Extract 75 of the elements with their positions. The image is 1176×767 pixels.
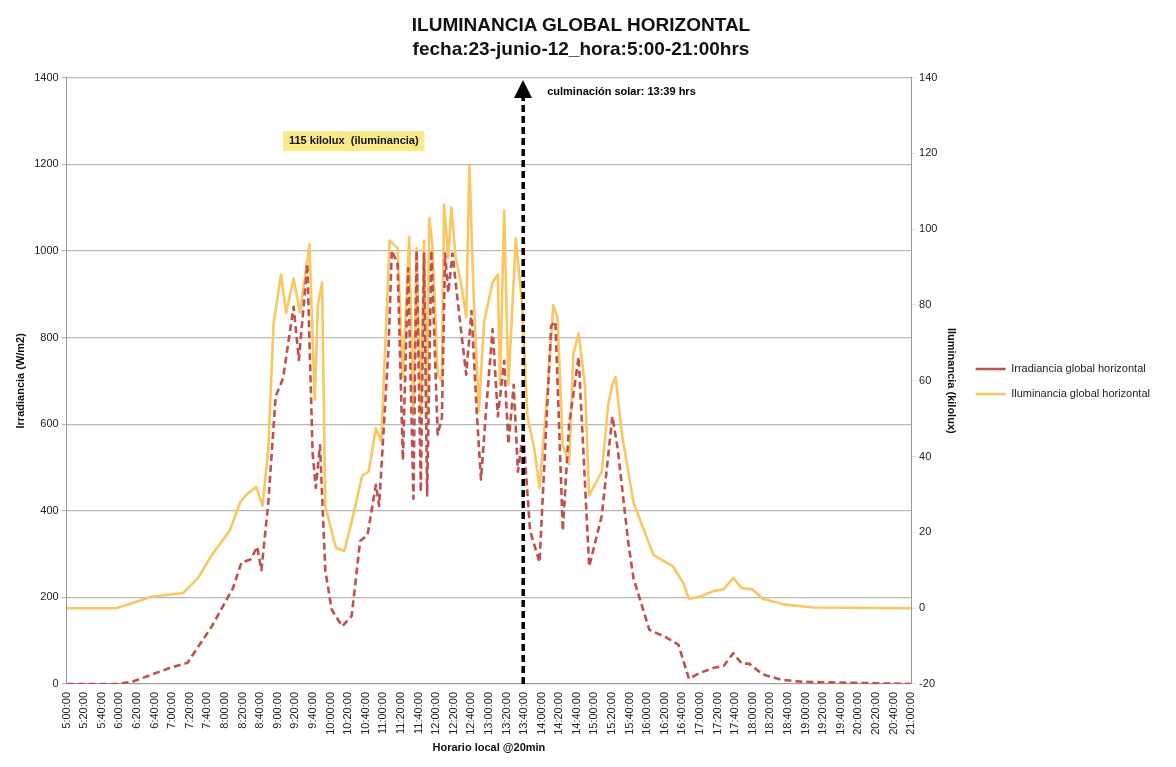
x-tick-label: 9:00:00 xyxy=(270,691,283,729)
x-tick-label: 7:40:00 xyxy=(200,691,213,729)
x-tick-label: 10:20:00 xyxy=(341,691,354,735)
x-tick-label: 20:00:00 xyxy=(851,691,864,735)
x-tick-label: 15:40:00 xyxy=(622,691,635,735)
chart-subtitle: fecha:23-junio-12_hora:5:00-21:00hrs xyxy=(412,38,750,60)
x-tick-label: 7:00:00 xyxy=(165,691,178,729)
x-tick-label: 16:00:00 xyxy=(640,691,653,735)
x-tick-label: 12:20:00 xyxy=(446,691,459,735)
x-tick-label: 17:20:00 xyxy=(710,691,723,735)
x-tick-label: 20:20:00 xyxy=(868,691,881,735)
y2-tick-label: 20 xyxy=(919,525,932,538)
x-tick-label: 16:20:00 xyxy=(657,691,670,735)
x-tick-label: 9:20:00 xyxy=(288,691,301,729)
x-tick-label: 10:40:00 xyxy=(358,691,371,735)
y2-axis-title: Iluminancia (kilolux) xyxy=(946,327,959,434)
x-tick-label: 8:40:00 xyxy=(253,691,266,729)
x-tick-label: 21:00:00 xyxy=(904,691,917,735)
y2-tick-label: 140 xyxy=(919,70,938,83)
y2-tick-label: 40 xyxy=(919,449,932,462)
x-tick-label: 15:20:00 xyxy=(605,691,618,735)
x-tick-label: 6:40:00 xyxy=(147,691,160,729)
annotation: culminación solar: 13:39 hrs xyxy=(547,84,696,97)
x-tick-label: 14:20:00 xyxy=(552,691,565,735)
chart-title: ILUMINANCIA GLOBAL HORIZONTAL xyxy=(411,13,751,35)
x-tick-label: 17:40:00 xyxy=(728,691,741,735)
legend-label: Irradiancia global horizontal xyxy=(1011,362,1146,375)
x-tick-label: 7:20:00 xyxy=(182,691,195,729)
x-tick-label: 5:20:00 xyxy=(77,691,90,729)
y-tick-label: 800 xyxy=(40,330,59,343)
x-tick-label: 13:00:00 xyxy=(481,691,494,735)
x-tick-label: 19:20:00 xyxy=(816,691,829,735)
x-axis-title: Horario local @20min xyxy=(432,741,546,754)
x-tick-label: 14:40:00 xyxy=(569,691,582,735)
x-tick-label: 11:40:00 xyxy=(411,691,424,734)
y-tick-label: 1400 xyxy=(34,70,59,83)
annotation: 115 kilolux (iluminancia) xyxy=(288,134,419,147)
x-tick-label: 19:00:00 xyxy=(798,691,811,735)
x-tick-label: 16:40:00 xyxy=(675,691,688,735)
y-tick-label: 400 xyxy=(40,503,59,516)
x-tick-label: 18:40:00 xyxy=(781,691,793,735)
y2-tick-label: 60 xyxy=(919,373,932,386)
x-tick-label: 8:20:00 xyxy=(235,691,248,729)
y-tick-label: 1200 xyxy=(34,157,59,170)
x-tick-label: 20:40:00 xyxy=(886,691,899,735)
y2-tick-label: 80 xyxy=(919,298,932,311)
x-tick-label: 11:00:00 xyxy=(376,691,389,734)
x-tick-label: 5:00:00 xyxy=(59,691,72,729)
x-tick-label: 6:20:00 xyxy=(130,691,143,729)
x-tick-label: 8:00:00 xyxy=(218,691,231,729)
x-tick-label: 10:00:00 xyxy=(323,691,336,735)
x-tick-label: 13:20:00 xyxy=(499,691,512,735)
x-tick-label: 14:00:00 xyxy=(534,691,547,735)
y2-tick-label: -20 xyxy=(919,677,936,690)
x-tick-label: 17:00:00 xyxy=(693,691,706,735)
x-tick-label: 18:20:00 xyxy=(763,691,776,735)
y-tick-label: 0 xyxy=(52,677,59,690)
x-tick-label: 5:40:00 xyxy=(94,691,107,729)
y2-tick-label: 120 xyxy=(919,146,938,159)
x-tick-label: 18:00:00 xyxy=(745,691,758,735)
y2-tick-label: 100 xyxy=(919,222,938,235)
y-axis-title: Irradiancia (W/m2) xyxy=(13,332,26,429)
y-tick-label: 200 xyxy=(40,590,59,603)
x-tick-label: 11:20:00 xyxy=(393,691,406,734)
y-tick-label: 1000 xyxy=(34,243,59,256)
y-tick-label: 600 xyxy=(40,417,59,430)
x-tick-label: 12:00:00 xyxy=(429,691,442,735)
x-tick-label: 9:40:00 xyxy=(306,691,318,729)
y2-tick-label: 0 xyxy=(919,601,926,614)
x-tick-label: 15:00:00 xyxy=(587,691,600,735)
x-tick-label: 19:40:00 xyxy=(833,691,846,735)
x-tick-label: 6:00:00 xyxy=(112,691,125,729)
legend-label: Iluminancia global horizontal xyxy=(1011,387,1150,400)
x-tick-label: 12:40:00 xyxy=(464,691,477,735)
x-tick-label: 13:40:00 xyxy=(517,691,530,735)
